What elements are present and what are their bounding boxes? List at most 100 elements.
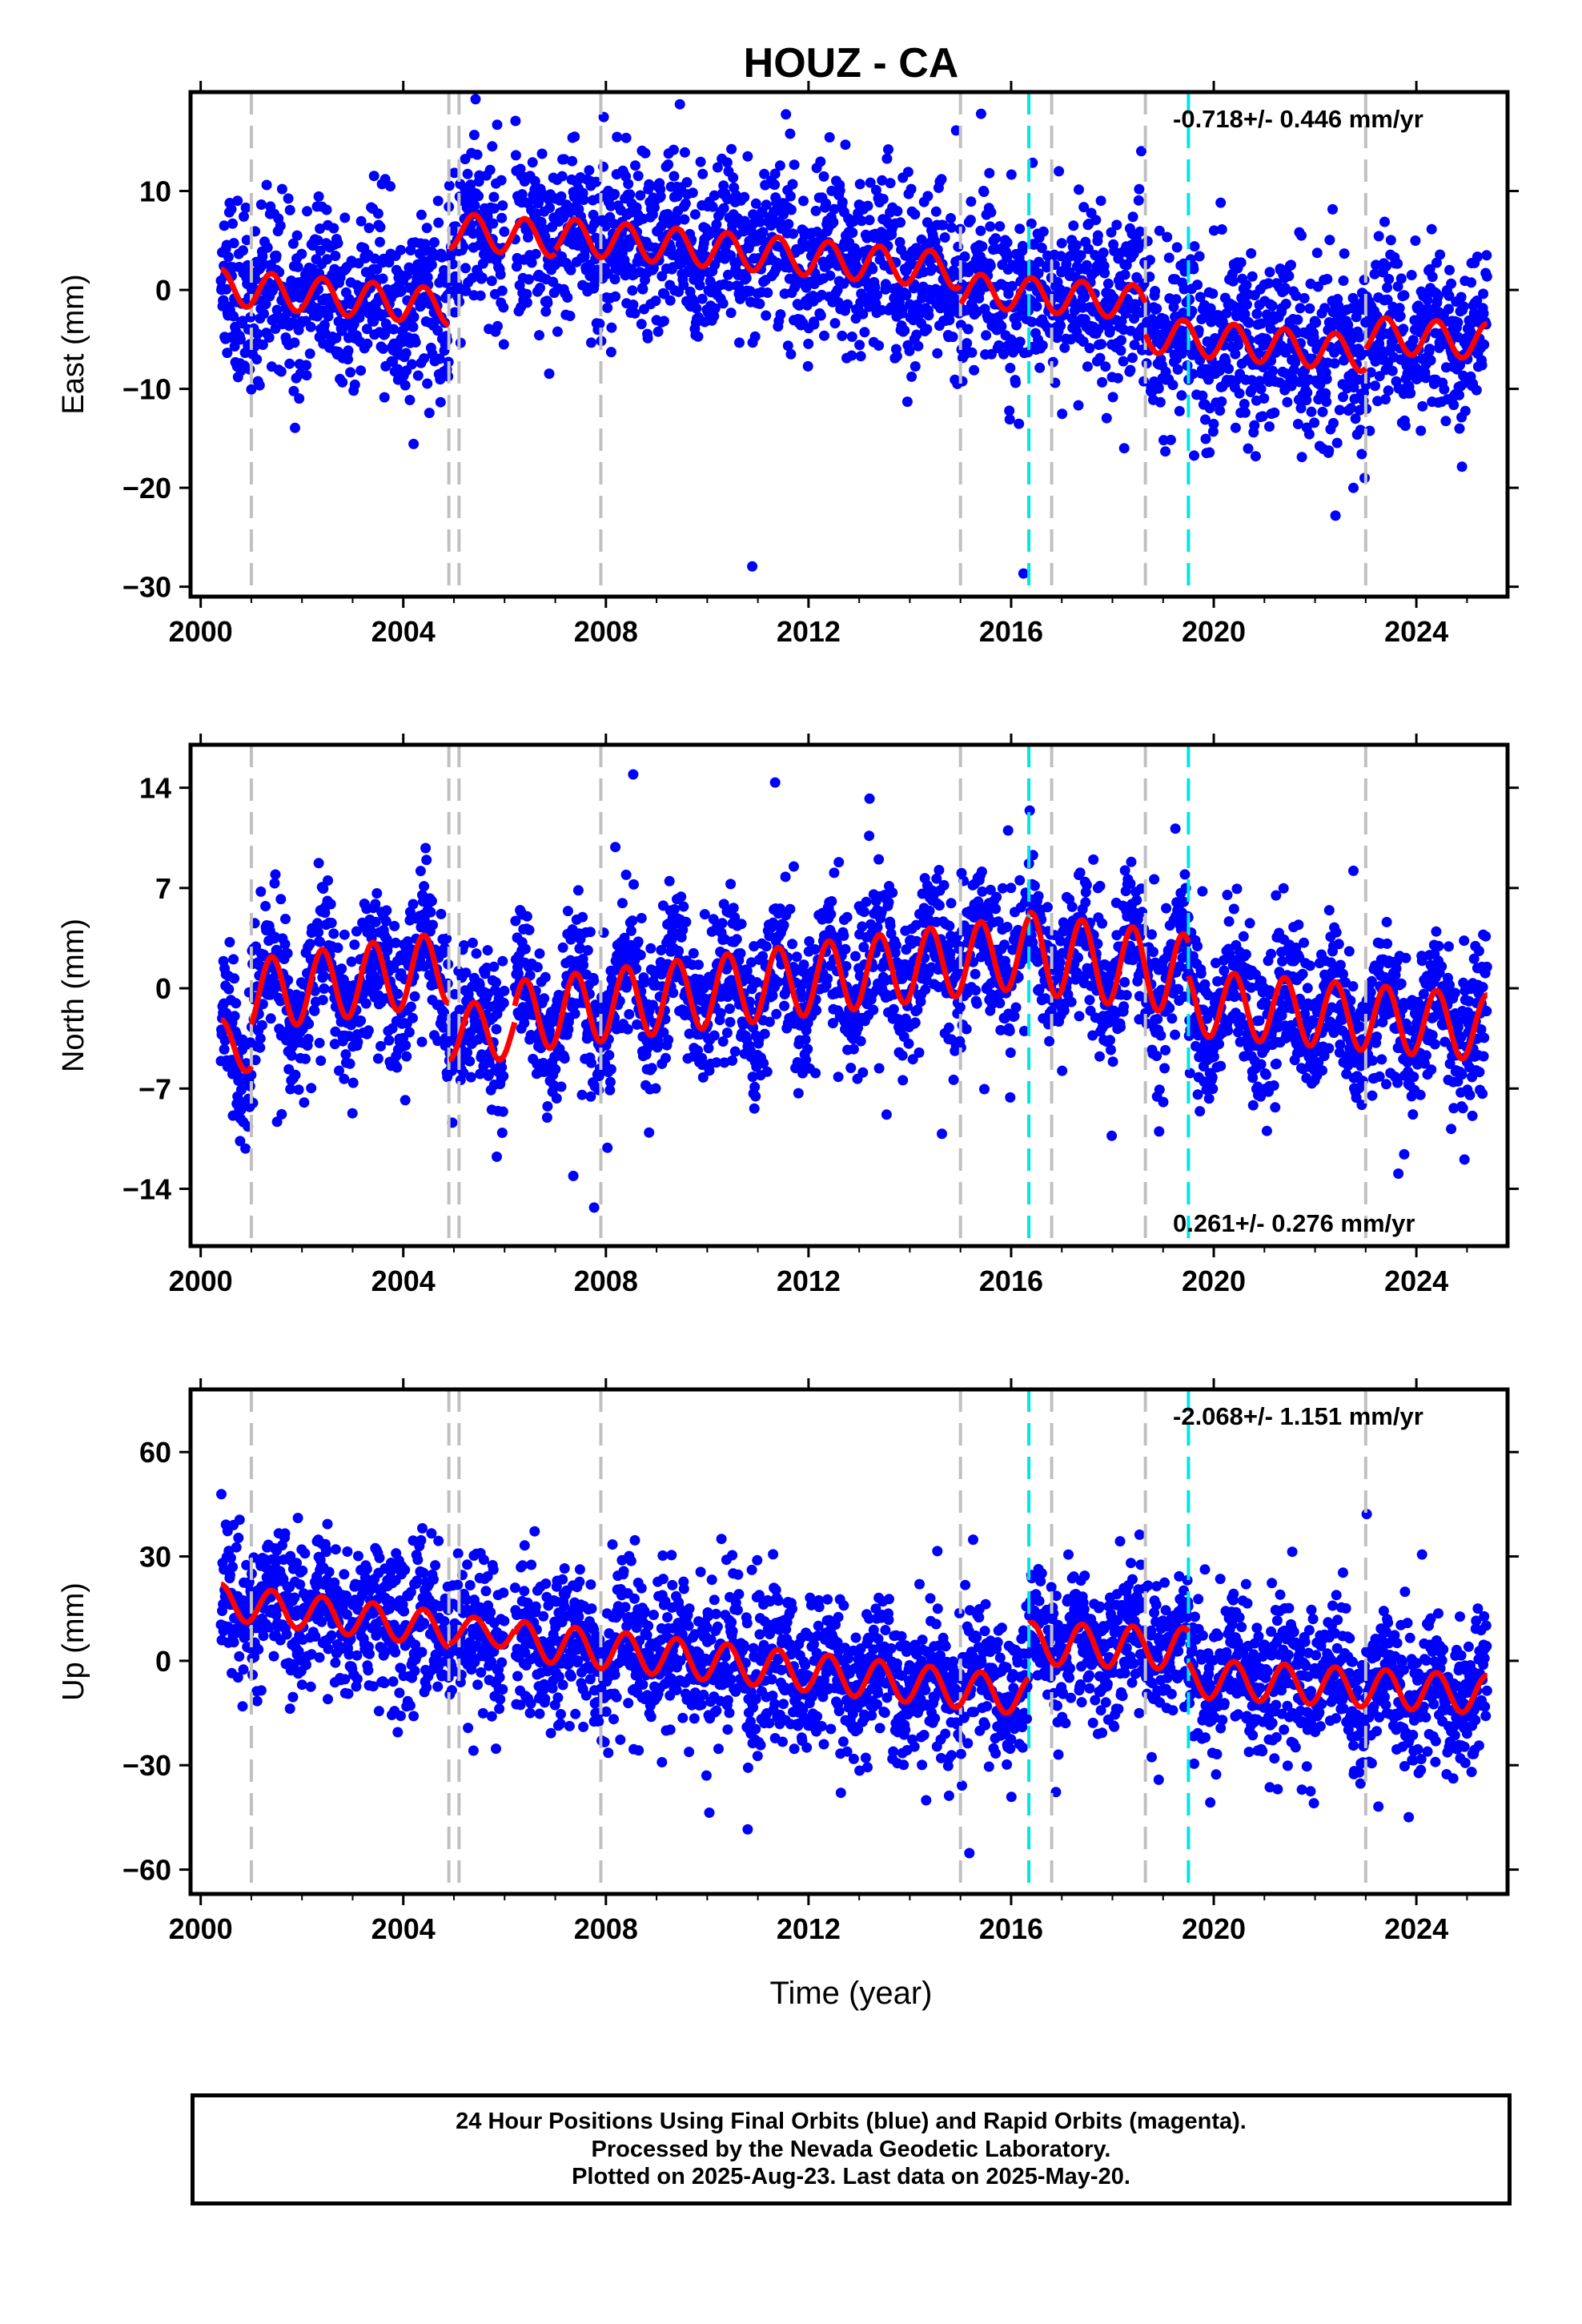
north-data-point <box>864 830 875 842</box>
east-data-point <box>363 223 375 234</box>
east-data-point <box>1458 301 1469 312</box>
east-data-point <box>410 336 421 348</box>
east-data-point <box>1150 320 1162 332</box>
east-data-point <box>1144 271 1155 283</box>
east-data-point <box>840 139 851 151</box>
east-data-point <box>769 168 781 179</box>
north-data-point <box>924 905 935 916</box>
east-data-point <box>722 269 733 280</box>
north-data-point <box>436 908 447 919</box>
north-data-point <box>848 1043 859 1055</box>
north-data-point <box>408 899 419 910</box>
east-data-point <box>1100 361 1111 372</box>
east-data-point <box>408 312 420 323</box>
east-data-point <box>460 263 471 274</box>
east-data-point <box>1078 202 1090 213</box>
east-data-point <box>998 348 1009 360</box>
east-data-point <box>245 312 256 323</box>
east-data-point <box>1160 446 1171 457</box>
east-data-point <box>251 354 263 365</box>
north-data-point <box>496 1062 508 1073</box>
east-data-point <box>901 290 912 301</box>
north-data-point <box>260 901 271 911</box>
east-data-point <box>856 215 867 227</box>
east-data-point <box>521 297 532 308</box>
east-data-point <box>1471 384 1482 396</box>
east-data-point <box>1380 394 1391 405</box>
north-data-point <box>223 983 235 995</box>
east-data-point <box>534 330 544 341</box>
east-data-point <box>986 207 997 218</box>
north-data-point <box>499 985 510 996</box>
east-data-point <box>977 241 988 252</box>
east-data-point <box>227 218 238 229</box>
east-data-point <box>1369 268 1380 279</box>
east-data-point <box>1279 283 1291 294</box>
north-plot-area <box>215 745 1492 1246</box>
east-data-point <box>1033 267 1044 279</box>
east-data-point <box>854 179 865 190</box>
north-data-point <box>800 1034 811 1045</box>
east-data-point <box>432 195 444 207</box>
east-data-point <box>530 248 541 259</box>
north-data-point <box>897 1075 909 1086</box>
east-data-point <box>1192 279 1203 291</box>
east-data-point <box>305 321 316 332</box>
east-data-point <box>1055 320 1066 332</box>
east-data-point <box>966 347 978 358</box>
east-data-point <box>962 324 974 335</box>
east-data-point <box>1427 271 1438 283</box>
north-data-point <box>283 975 294 986</box>
north-data-point <box>811 1005 822 1016</box>
east-data-point <box>435 396 446 408</box>
east-data-point <box>741 272 752 283</box>
east-data-point <box>1425 355 1436 366</box>
east-data-point <box>883 144 893 155</box>
east-data-point <box>691 303 702 314</box>
east-data-point <box>1259 393 1270 404</box>
east-data-point <box>891 351 902 362</box>
north-data-point <box>224 937 235 947</box>
north-data-point <box>257 999 268 1010</box>
east-data-point <box>606 322 617 333</box>
east-data-point <box>432 325 444 336</box>
east-data-point <box>1439 384 1450 395</box>
east-data-point <box>284 358 295 369</box>
east-data-point <box>529 175 540 187</box>
north-data-point <box>401 1051 412 1062</box>
east-data-point <box>1348 382 1359 393</box>
east-data-point <box>1374 371 1385 382</box>
east-data-point <box>1472 251 1483 263</box>
east-data-point <box>932 348 943 359</box>
east-data-point <box>1456 292 1467 303</box>
east-data-point <box>783 219 794 230</box>
east-data-point <box>246 384 257 395</box>
north-data-point <box>415 866 426 877</box>
east-data-point <box>1319 303 1331 314</box>
east-data-point <box>291 230 303 241</box>
north-data-point <box>751 977 762 988</box>
east-data-point <box>421 223 432 234</box>
north-data-point <box>476 1049 488 1060</box>
east-data-point <box>829 318 841 329</box>
east-data-point <box>1356 448 1367 460</box>
north-data-point <box>276 1108 287 1120</box>
east-data-point <box>1472 296 1483 306</box>
east-data-point <box>1097 376 1108 388</box>
east-data-point <box>747 561 758 572</box>
east-data-point <box>1214 365 1225 376</box>
north-data-point <box>709 1030 720 1041</box>
east-data-point <box>252 328 263 340</box>
north-data-point <box>676 891 687 903</box>
north-data-point <box>578 959 589 971</box>
north-data-point <box>761 1066 773 1077</box>
north-data-point <box>1005 1047 1016 1058</box>
east-data-point <box>544 368 555 380</box>
east-data-point <box>544 203 555 213</box>
east-data-point <box>1383 385 1394 396</box>
north-data-point <box>711 1057 722 1068</box>
east-data-point <box>946 222 957 233</box>
north-data-point <box>419 881 430 892</box>
north-data-point <box>229 1011 240 1022</box>
east-data-point <box>939 232 950 243</box>
